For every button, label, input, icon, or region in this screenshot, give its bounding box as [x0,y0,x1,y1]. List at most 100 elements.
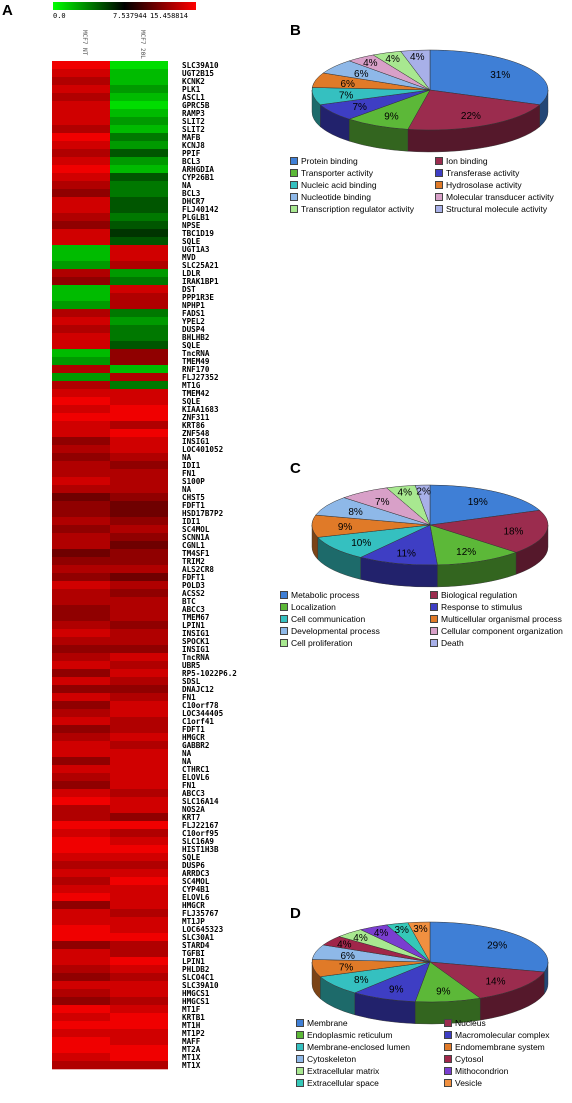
legend-label: Nucleotide binding [301,192,371,202]
gene-label: SLC25A21 [182,261,219,270]
legend-c: Metabolic process Biological regulation Lo… [280,590,572,660]
legend-item: Transporter activity [290,168,373,178]
heatmap-cell [52,837,110,846]
gene-label: PPP1R3E [182,293,214,302]
gene-label: MT1G [182,381,201,390]
gene-label: KRT86 [182,421,205,430]
gene-label: TRIM2 [182,557,205,566]
gene-label: SCNN1A [182,533,210,542]
heatmap-cell [110,693,168,702]
heatmap-cell [52,813,110,822]
legend-swatch [444,1055,452,1063]
heatmap-cell [110,741,168,750]
gene-label: NA [182,749,192,758]
legend-swatch [290,181,298,189]
heatmap-cell [110,733,168,742]
legend-item: Extracellular space [296,1078,379,1088]
legend-swatch [444,1043,452,1051]
gene-label: SPOCK1 [182,637,210,646]
heatmap-cell [52,797,110,806]
gene-label: TBC1D19 [182,229,214,238]
legend-item: Cytoskeleton [296,1054,356,1064]
gene-label: NOS2A [182,805,205,814]
gene-label: KCNJ8 [182,141,205,150]
gene-label: HMGCR [182,733,205,742]
heatmap-cell [110,573,168,582]
heatmap-cell [52,613,110,622]
pie-slice-label: 9% [384,112,399,123]
gene-label: BCL3 [182,157,201,166]
pie-slice-label: 4% [374,928,389,939]
legend-swatch [290,157,298,165]
heatmap-cell [52,277,110,286]
heatmap-cell [110,677,168,686]
legend-label: Membrane-enclosed lumen [307,1042,410,1052]
gene-label: ZNF548 [182,429,210,438]
heatmap-cell [52,181,110,190]
heatmap-cell [110,429,168,438]
heatmap-cell [110,85,168,94]
scale-max-label: 15.458814 [150,12,188,20]
gene-label: BCL3 [182,189,201,198]
heatmap-cell [110,653,168,662]
heatmap-cell [52,773,110,782]
heatmap-cell [52,125,110,134]
heatmap-cell [52,757,110,766]
heatmap-cell [110,869,168,878]
heatmap-cell [52,869,110,878]
legend-b: Protein binding Ion binding Transporter ac… [290,156,572,231]
legend-swatch [444,1079,452,1087]
pie-slice-label: 22% [461,111,481,122]
legend-swatch [280,615,288,623]
heatmap-cell [110,797,168,806]
gene-label: KIAA1683 [182,405,219,414]
legend-item: Biological regulation [430,590,517,600]
legend-item: Localization [280,602,336,612]
heatmap-cell [110,293,168,302]
legend-swatch [296,1055,304,1063]
heatmap-cell [52,525,110,534]
heatmap-cell [52,1005,110,1014]
gene-label: LOC645323 [182,925,224,934]
gene-label: SLC39A10 [182,981,219,990]
heatmap-cell [52,605,110,614]
legend-label: Mithocondrion [455,1066,509,1076]
gene-label: PHLDB2 [182,965,209,974]
gene-label: FLJ22167 [182,821,219,830]
heatmap-cell [110,453,168,462]
legend-swatch [280,591,288,599]
legend-item: Developmental process [280,626,380,636]
gene-label: POLD3 [182,581,205,590]
heatmap-cell [110,133,168,142]
legend-label: Structural molecule activity [446,204,548,214]
heatmap-cell [52,405,110,414]
heatmap-cell [110,973,168,982]
gene-label: LPIN1 [182,621,205,630]
gene-label: TGFBI [182,949,205,958]
heatmap-cell [52,533,110,542]
heatmap-cell [110,469,168,478]
gene-label: SC4MOL [182,525,210,534]
heatmap-cell [110,357,168,366]
heatmap-cell [110,925,168,934]
heatmap-cell [52,333,110,342]
heatmap-cell [110,1021,168,1030]
heatmap-cell [110,957,168,966]
heatmap-cell [52,893,110,902]
heatmap-cell [110,813,168,822]
legend-swatch [296,1067,304,1075]
heatmap-cell [52,469,110,478]
heatmap-cell [52,829,110,838]
heatmap-cell [110,749,168,758]
gene-label: ASCL1 [182,93,205,102]
heatmap-cell [52,309,110,318]
pie-sides [311,524,549,588]
heatmap-cell [52,85,110,94]
heatmap-cell [52,421,110,430]
gene-label: ARHGDIA [182,165,214,174]
heatmap-cell [110,277,168,286]
pie-slice-label: 8% [354,975,369,986]
heatmap-cell [52,581,110,590]
heatmap-cell [110,941,168,950]
gene-label: TMEM49 [182,357,210,366]
